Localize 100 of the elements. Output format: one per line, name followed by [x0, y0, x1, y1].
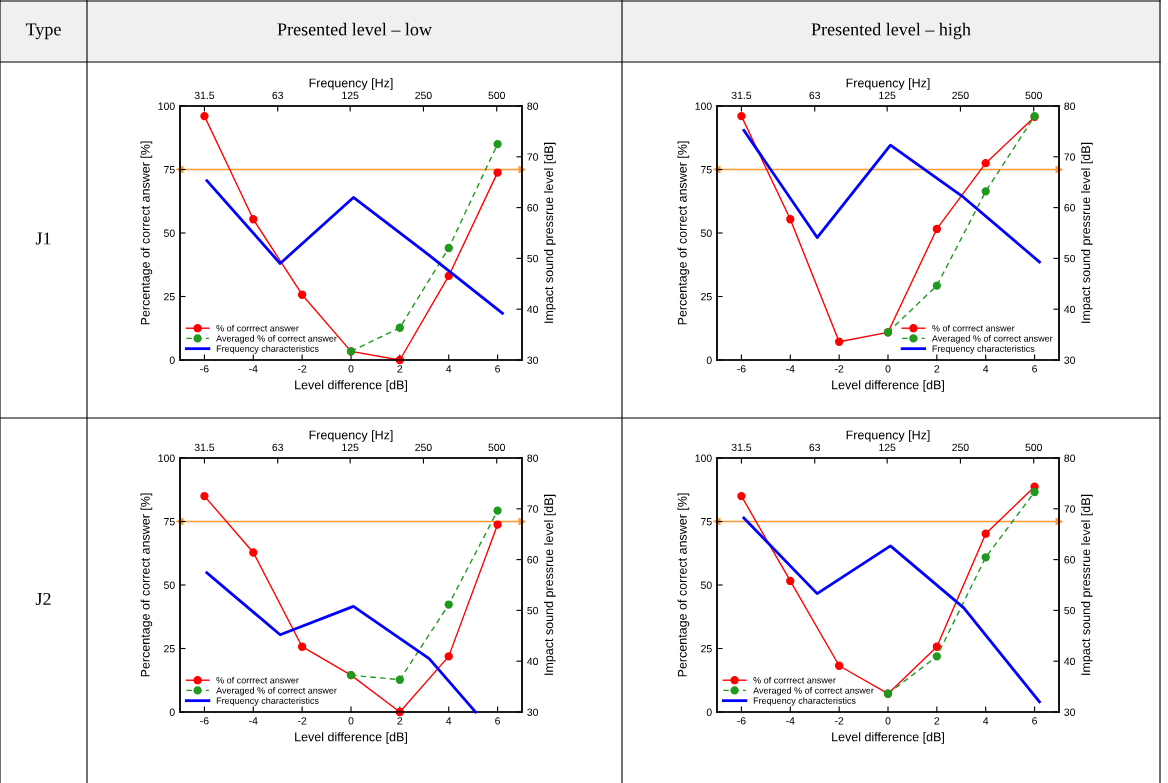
y-tick-label: 25: [701, 293, 712, 301]
x2-tick-label: 125: [879, 443, 896, 452]
x2-tick-label: 500: [488, 91, 506, 100]
x-tick-label: -4: [249, 365, 258, 373]
x2-tick-label: 63: [272, 443, 284, 452]
y2-tick-label: 50: [1064, 254, 1076, 263]
y-tick-label: 75: [164, 166, 175, 174]
y2-tick-label: 60: [1064, 556, 1076, 564]
y-tick-label: 75: [164, 518, 175, 526]
x-tick-label: -2: [297, 717, 307, 725]
y-tick-label: 50: [163, 229, 175, 237]
y2-tick-label: 60: [527, 204, 539, 212]
x-tick-label: 6: [495, 717, 501, 725]
y2-tick-label: 80: [1064, 102, 1076, 110]
y2-axis-title: Impact sound pressrue level [dB]: [544, 494, 556, 675]
legend-label: Frequency characteristics: [753, 697, 856, 706]
y2-tick-label: 40: [1064, 657, 1076, 666]
x2-tick-label: 250: [952, 443, 969, 452]
y2-tick-label: 50: [1064, 606, 1076, 615]
x2-tick-label: 500: [488, 443, 506, 452]
x2-tick-label: 125: [879, 91, 896, 100]
y2-tick-label: 30: [527, 356, 539, 364]
y-axis-title: Percentage of correct answer [%]: [140, 141, 153, 325]
y-tick-label: 50: [700, 581, 712, 589]
x-tick-label: -6: [200, 717, 209, 725]
legend-label: % of corrrect answer: [216, 676, 299, 684]
x2-tick-label: 500: [1025, 443, 1043, 452]
y-tick-label: 25: [164, 293, 175, 301]
chart-title: Presented level – high: [811, 22, 971, 40]
text: J2: [35, 592, 51, 606]
text: Type: [25, 23, 61, 40]
x2-tick-label: 31.5: [194, 443, 215, 452]
legend-label: % of corrrect answer: [932, 324, 1015, 332]
chart-title: Presented level – low: [277, 22, 432, 36]
x-tick-label: -2: [834, 717, 844, 725]
y2-axis-title: Impact sound pressrue level [dB]: [1081, 494, 1093, 675]
x-tick-label: -2: [297, 365, 307, 373]
y-tick-label: 100: [158, 102, 175, 110]
x2-tick-label: 63: [809, 443, 821, 452]
legend-label: Averaged % of correct answer: [216, 687, 337, 696]
legend-label: Averaged % of correct answer: [753, 687, 874, 696]
y-tick-label: 0: [169, 356, 175, 364]
x-axis-title: Level difference [dB]: [295, 380, 407, 392]
x2-tick-label: 125: [342, 91, 359, 100]
y2-tick-label: 70: [1064, 505, 1076, 513]
y2-tick-label: 40: [527, 657, 539, 666]
x-axis-title: Level difference [dB]: [832, 732, 944, 744]
legend-label: Averaged % of correct answer: [931, 335, 1053, 344]
x-axis-title: Level difference [dB]: [832, 380, 944, 392]
x-tick-label: 6: [1032, 717, 1038, 725]
x-tick-label: 4: [983, 717, 989, 725]
x-tick-label: -4: [786, 717, 795, 725]
y-tick-label: 75: [701, 518, 712, 526]
x-tick-label: 2: [934, 717, 940, 725]
x-tick-label: 4: [446, 365, 452, 373]
x-tick-label: -6: [737, 365, 746, 373]
y-tick-label: 100: [695, 454, 712, 462]
y2-tick-label: 30: [1064, 708, 1076, 716]
y2-tick-label: 80: [1064, 454, 1076, 462]
x-tick-label: 6: [1032, 365, 1038, 373]
x-tick-label: 0: [348, 717, 354, 725]
x2-tick-label: 63: [809, 91, 821, 100]
y-axis-title: Percentage of correct answer [%]: [677, 141, 690, 325]
x-tick-label: 2: [397, 717, 403, 725]
text: J1: [35, 232, 51, 245]
x-tick-label: -6: [737, 717, 746, 725]
x-tick-label: 6: [495, 365, 501, 373]
legend-label: Frequency characteristics: [932, 345, 1035, 354]
y2-axis-title: Impact sound pressrue level [dB]: [1081, 142, 1093, 323]
x2-tick-label: 31.5: [194, 91, 215, 100]
x2-tick-label: 500: [1025, 91, 1043, 100]
x-tick-label: 2: [934, 365, 940, 373]
y2-tick-label: 60: [527, 556, 539, 564]
y2-tick-label: 50: [527, 254, 539, 263]
x2-tick-label: 250: [415, 91, 432, 100]
y2-tick-label: 70: [527, 153, 539, 161]
x-tick-label: -2: [834, 365, 844, 373]
x-tick-label: -4: [249, 717, 258, 725]
y-tick-label: 0: [169, 708, 175, 716]
y2-axis-title: Impact sound pressrue level [dB]: [544, 142, 556, 323]
x2-tick-label: 31.5: [731, 91, 752, 100]
y-tick-label: 25: [701, 645, 712, 653]
x-tick-label: 2: [397, 365, 403, 373]
y-tick-label: 75: [701, 166, 712, 174]
y2-tick-label: 70: [1064, 153, 1076, 161]
x2-tick-label: 250: [415, 443, 432, 452]
y-tick-label: 100: [695, 102, 712, 110]
y-tick-label: 0: [706, 708, 712, 716]
y-tick-label: 0: [706, 356, 712, 364]
y2-tick-label: 30: [527, 708, 539, 716]
x-axis-title: Level difference [dB]: [295, 732, 407, 744]
legend-label: % of corrrect answer: [753, 676, 836, 684]
x2-tick-label: 31.5: [731, 443, 752, 452]
y2-tick-label: 40: [1064, 305, 1076, 314]
y-axis-title: Percentage of correct answer [%]: [677, 493, 690, 677]
x2-axis-title: Frequency [Hz]: [846, 78, 930, 90]
legend-label: % of corrrect answer: [216, 324, 299, 332]
x2-axis-title: Frequency [Hz]: [846, 430, 930, 442]
y2-tick-label: 50: [527, 606, 539, 615]
x-tick-label: 4: [983, 365, 989, 373]
